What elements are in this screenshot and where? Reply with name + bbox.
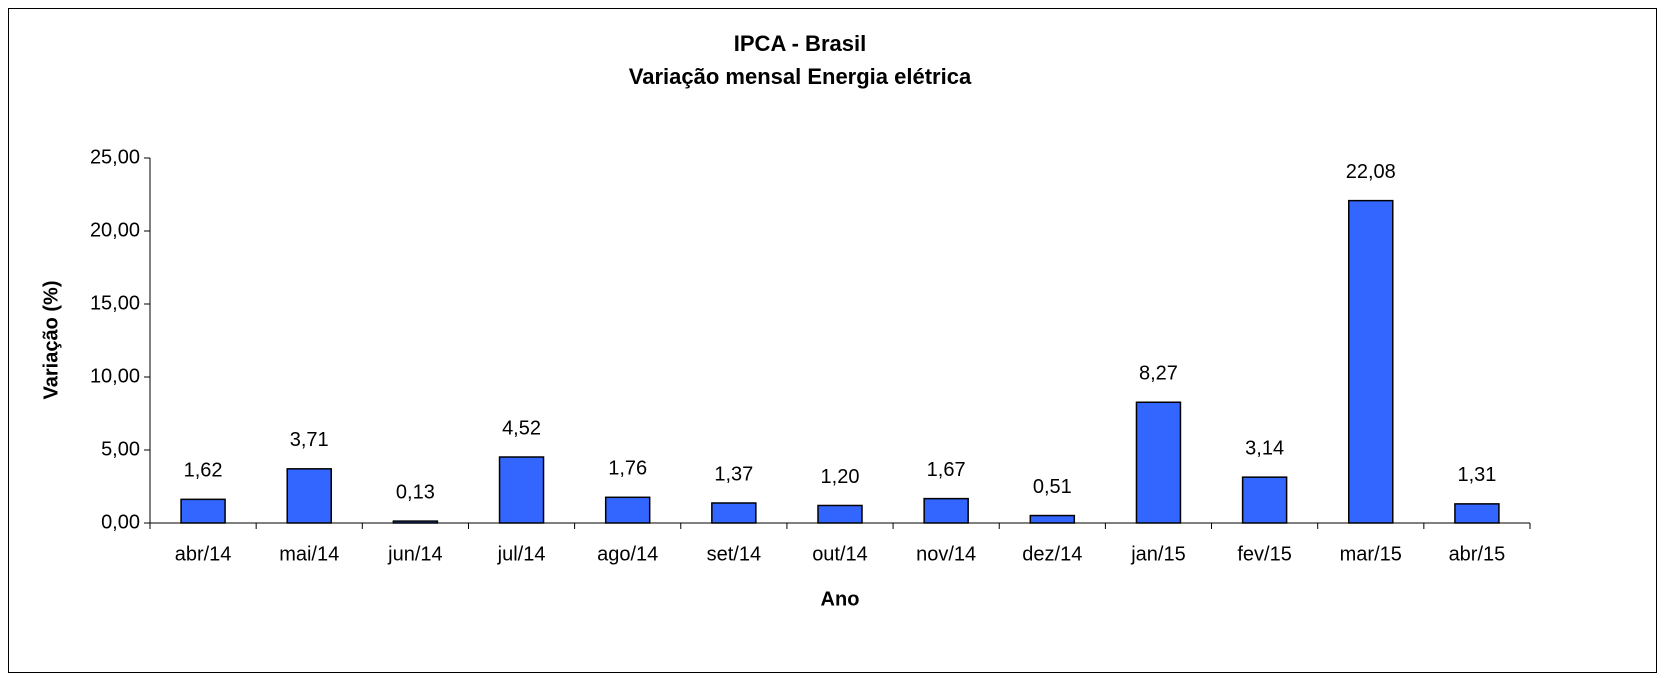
bar bbox=[1454, 503, 1500, 524]
value-label: 1,20 bbox=[821, 466, 860, 488]
y-tick-label: 0,00 bbox=[101, 511, 140, 533]
value-label: 8,27 bbox=[1139, 363, 1178, 385]
bar bbox=[817, 504, 863, 524]
bar bbox=[1029, 514, 1076, 524]
bar bbox=[392, 520, 439, 524]
y-tick-label: 25,00 bbox=[90, 146, 140, 168]
value-label: 0,51 bbox=[1033, 476, 1072, 498]
bar bbox=[286, 468, 332, 524]
y-axis-label: Variação (%) bbox=[40, 281, 62, 400]
bar bbox=[180, 498, 226, 524]
bar bbox=[923, 497, 969, 524]
x-tick-label: abr/15 bbox=[1449, 543, 1506, 565]
bar bbox=[1135, 401, 1182, 524]
value-label: 1,67 bbox=[927, 459, 966, 481]
bar bbox=[1241, 476, 1288, 524]
x-tick-label: dez/14 bbox=[1022, 543, 1082, 565]
chart-subtitle: Variação mensal Energia elétrica bbox=[629, 64, 972, 89]
y-tick-label: 15,00 bbox=[90, 292, 140, 314]
x-tick-label: fev/15 bbox=[1237, 543, 1291, 565]
x-tick-label: jul/14 bbox=[497, 543, 546, 565]
x-tick-label: mar/15 bbox=[1340, 543, 1402, 565]
bar bbox=[711, 502, 757, 524]
value-label: 1,62 bbox=[184, 460, 223, 482]
x-tick-label: jun/14 bbox=[387, 543, 443, 565]
value-label: 4,52 bbox=[502, 417, 541, 439]
bar bbox=[498, 456, 545, 524]
y-tick-label: 5,00 bbox=[101, 438, 140, 460]
value-label: 3,14 bbox=[1245, 437, 1284, 459]
x-axis-label: Ano bbox=[821, 588, 860, 610]
x-tick-label: set/14 bbox=[707, 543, 761, 565]
value-label: 3,71 bbox=[290, 429, 329, 451]
x-tick-label: ago/14 bbox=[597, 543, 658, 565]
value-label: 22,08 bbox=[1346, 161, 1396, 183]
x-tick-label: mai/14 bbox=[279, 543, 339, 565]
x-tick-label: out/14 bbox=[812, 543, 868, 565]
x-tick-label: abr/14 bbox=[175, 543, 232, 565]
chart-frame bbox=[8, 8, 1657, 673]
x-tick-label: jan/15 bbox=[1130, 543, 1186, 565]
bar bbox=[1348, 199, 1394, 524]
value-label: 1,37 bbox=[714, 463, 753, 485]
y-tick-label: 10,00 bbox=[90, 365, 140, 387]
value-label: 1,76 bbox=[608, 458, 647, 480]
value-label: 1,31 bbox=[1457, 464, 1496, 486]
x-tick-label: nov/14 bbox=[916, 543, 976, 565]
bar bbox=[604, 496, 651, 524]
value-label: 0,13 bbox=[396, 481, 435, 503]
chart-title: IPCA - Brasil bbox=[734, 31, 866, 56]
y-tick-label: 20,00 bbox=[90, 219, 140, 241]
